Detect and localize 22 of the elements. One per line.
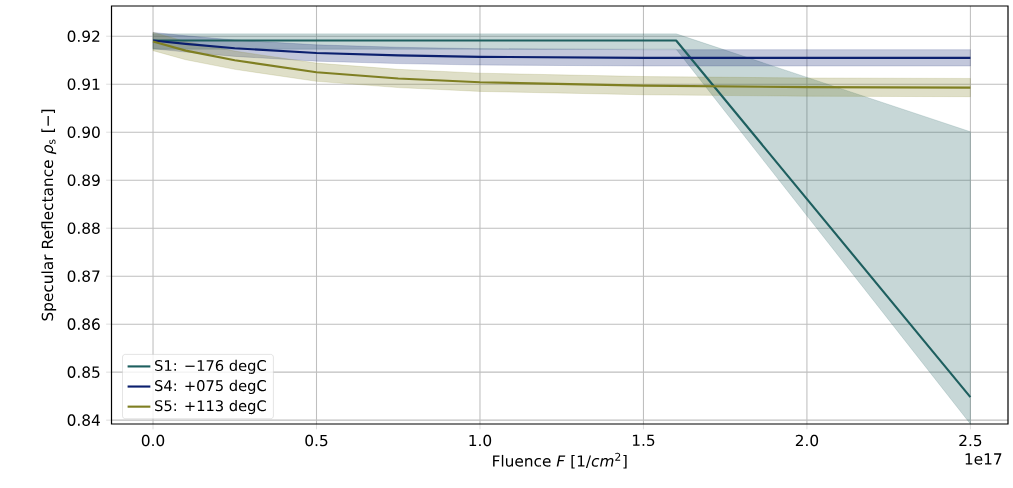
y-tick-label: 0.87	[67, 270, 100, 282]
y-tick-label: 0.91	[67, 78, 100, 91]
y-axis-title: Specular Reflectance ρ$_{s}$ [−]	[41, 109, 57, 321]
x-tick-label: 1.0	[469, 434, 492, 447]
legend-label: S1: −176 degC	[155, 359, 266, 374]
legend-label: S5: +113 degC	[155, 399, 266, 415]
y-tick-label: 0.90	[67, 126, 100, 138]
text: 1e17	[965, 453, 1002, 465]
y-tick-label: 0.85	[67, 366, 100, 378]
legend-label: S4: +075 degC	[155, 379, 266, 395]
y-tick-label: 0.92	[67, 30, 100, 43]
x-tick-label: 2.0	[795, 434, 819, 447]
x-tick-label: 0.0	[141, 434, 165, 447]
x-tick-label: 2.5	[959, 434, 982, 447]
y-tick-label: 0.84	[67, 414, 100, 426]
x-axis-title: Fluence F [1/cm$^{2}$]	[493, 452, 627, 469]
y-tick-label: 0.86	[67, 318, 100, 330]
line-series	[151, 40, 972, 89]
x-tick-label: 1.5	[632, 434, 655, 447]
y-tick-label: 0.88	[67, 222, 100, 234]
y-tick-label: 0.89	[67, 174, 100, 186]
x-tick-label: 0.5	[305, 434, 328, 447]
